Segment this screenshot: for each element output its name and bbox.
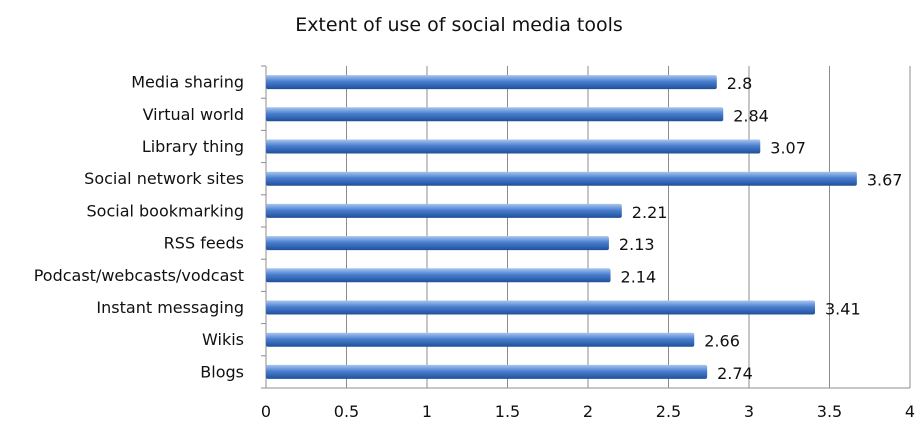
data-label: 3.07: [770, 139, 806, 158]
bar: [266, 236, 609, 251]
category-label: Social network sites: [84, 169, 244, 188]
category-label: Wikis: [202, 330, 244, 349]
bar: [266, 107, 724, 122]
data-label: 2.21: [632, 203, 668, 222]
bar: [266, 171, 857, 186]
labels: 0 0.5 1 1.5 2 2.5 3 3.5 4 Media sharing 2.8 Virtual…: [34, 73, 915, 421]
data-label: 3.67: [867, 171, 903, 190]
x-tick-label: 2: [583, 402, 593, 421]
data-label: 3.41: [825, 300, 861, 319]
bar: [266, 75, 717, 90]
data-label: 2.66: [704, 332, 740, 351]
bar: [266, 139, 761, 154]
bar: [266, 300, 816, 315]
x-tick-label: 2.5: [656, 402, 681, 421]
x-tick-label: 3.5: [817, 402, 842, 421]
category-label: Library thing: [142, 137, 244, 156]
category-label: Podcast/webcasts/vodcast: [34, 266, 244, 285]
x-tick-label: 0: [261, 402, 271, 421]
x-tick-label: 3: [744, 402, 754, 421]
category-label: Instant messaging: [96, 298, 244, 317]
category-label: Media sharing: [131, 73, 244, 92]
axes: [261, 65, 910, 389]
x-tick-label: 0.5: [334, 402, 359, 421]
category-label: Virtual world: [143, 105, 244, 124]
data-label: 2.74: [717, 364, 753, 383]
chart-title: Extent of use of social media tools: [295, 14, 623, 36]
data-label: 2.13: [619, 235, 655, 254]
data-label: 2.84: [733, 106, 769, 125]
data-label: 2.14: [621, 267, 657, 286]
category-label: Social bookmarking: [87, 201, 245, 220]
bars: [266, 75, 857, 379]
bar: [266, 268, 611, 283]
category-label: Blogs: [200, 362, 244, 381]
bar: [266, 203, 622, 218]
bar: [266, 332, 695, 347]
x-tick-label: 4: [905, 402, 915, 421]
category-label: RSS feeds: [164, 234, 244, 253]
x-tick-label: 1: [422, 402, 432, 421]
bar: [266, 364, 708, 379]
data-label: 2.8: [727, 74, 752, 93]
x-tick-label: 1.5: [495, 402, 520, 421]
